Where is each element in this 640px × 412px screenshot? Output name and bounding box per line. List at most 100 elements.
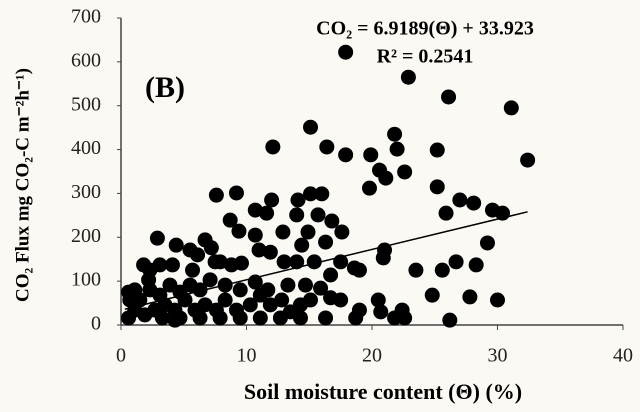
point xyxy=(468,257,484,273)
point xyxy=(164,257,180,273)
point xyxy=(323,267,339,283)
point xyxy=(262,297,278,313)
point xyxy=(222,212,238,228)
x-tick-label: 30 xyxy=(488,345,508,367)
y-tick-label: 400 xyxy=(71,137,101,159)
point xyxy=(424,287,440,303)
point xyxy=(290,192,306,208)
point xyxy=(259,205,275,221)
point xyxy=(297,277,313,293)
point xyxy=(466,195,482,211)
point xyxy=(490,292,505,308)
point xyxy=(361,180,377,196)
equation: CO₂ = 6.9189(Θ) + 33.923 xyxy=(316,18,534,40)
point xyxy=(231,223,247,239)
point xyxy=(363,147,379,163)
point xyxy=(252,310,268,326)
point xyxy=(202,272,218,288)
point xyxy=(152,287,168,303)
point xyxy=(351,262,367,278)
x-tick-label: 20 xyxy=(362,345,382,367)
point xyxy=(260,282,276,298)
point xyxy=(338,44,354,60)
point xyxy=(429,142,445,158)
point xyxy=(142,262,158,278)
point xyxy=(232,310,248,326)
point xyxy=(247,227,263,243)
point xyxy=(303,186,319,202)
point xyxy=(168,237,184,253)
point xyxy=(334,224,350,240)
point xyxy=(310,207,326,223)
y-tick-label: 300 xyxy=(71,181,101,203)
point xyxy=(479,235,495,251)
point xyxy=(397,164,413,180)
point xyxy=(207,254,223,270)
point xyxy=(154,310,170,326)
trendline xyxy=(124,211,528,310)
point xyxy=(520,152,536,168)
point xyxy=(370,292,386,308)
point xyxy=(121,310,137,326)
x-tick-label: 10 xyxy=(237,345,257,367)
point xyxy=(251,242,267,258)
point xyxy=(462,289,478,305)
y-axis-label: CO₂ Flux mg CO₂-C m⁻²h⁻¹) xyxy=(12,68,33,302)
point xyxy=(247,202,263,218)
point xyxy=(275,224,291,240)
point xyxy=(274,292,290,308)
point xyxy=(378,170,394,186)
point xyxy=(389,141,405,157)
y-tick-label: 100 xyxy=(71,269,101,291)
point xyxy=(438,205,454,221)
point xyxy=(192,282,208,298)
point xyxy=(318,310,334,326)
point xyxy=(289,207,305,223)
point xyxy=(264,192,280,208)
point xyxy=(452,192,468,208)
point xyxy=(306,254,322,270)
point xyxy=(375,250,391,266)
point xyxy=(167,312,183,328)
point xyxy=(387,126,403,142)
point xyxy=(197,232,213,248)
point xyxy=(300,224,316,240)
point xyxy=(217,292,233,308)
point xyxy=(314,186,330,202)
point xyxy=(242,297,258,313)
point xyxy=(313,280,329,296)
point xyxy=(276,254,292,270)
point xyxy=(149,230,165,246)
point xyxy=(441,89,457,105)
point xyxy=(294,237,310,253)
point xyxy=(265,139,281,155)
point xyxy=(262,244,278,260)
y-tick-label: 0 xyxy=(91,313,101,335)
point xyxy=(182,242,198,258)
point xyxy=(303,119,319,135)
point xyxy=(223,257,239,273)
point xyxy=(212,310,228,326)
point xyxy=(121,284,137,300)
point xyxy=(232,282,248,298)
y-tick-label: 500 xyxy=(71,93,101,115)
point xyxy=(185,262,201,278)
point xyxy=(289,254,305,270)
point xyxy=(448,254,464,270)
x-tick-label: 0 xyxy=(116,345,126,367)
point xyxy=(434,262,450,278)
point xyxy=(400,69,416,85)
y-tick-label: 200 xyxy=(71,225,101,247)
point xyxy=(208,187,224,203)
point xyxy=(272,310,288,326)
point xyxy=(280,277,296,293)
point xyxy=(442,312,458,328)
y-tick-label: 700 xyxy=(71,6,101,28)
point xyxy=(373,304,389,320)
x-axis-label: Soil moisture content (Θ) (%) xyxy=(244,379,522,404)
r-squared: R² = 0.2541 xyxy=(377,46,474,68)
point xyxy=(319,139,335,155)
point xyxy=(318,234,334,250)
